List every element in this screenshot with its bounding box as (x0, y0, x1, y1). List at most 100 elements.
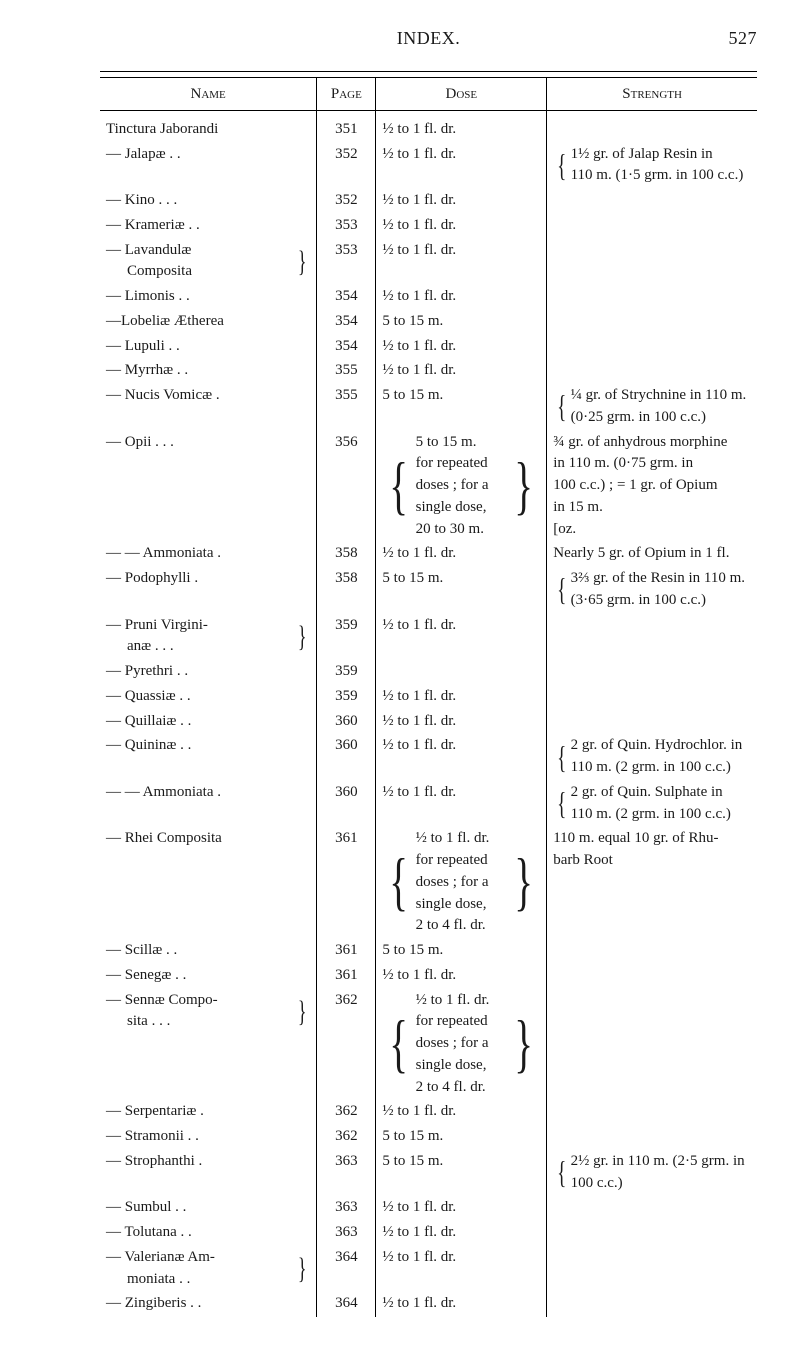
strength-line: in 15 m. (553, 497, 751, 519)
brace-right-glyph: } (514, 853, 534, 912)
name-line-2: Composita (106, 261, 294, 283)
dose-cell: 5 to 15 m. (376, 309, 547, 334)
running-head: INDEX. 527 (100, 28, 757, 49)
table-row: — Tolutana . .363½ to 1 fl. dr. (100, 1221, 757, 1246)
strength-cell (547, 1292, 757, 1317)
dose-cell: 5 to 15 m. (376, 567, 547, 614)
page-cell: 361 (317, 963, 376, 988)
page-cell: 351 (317, 110, 376, 142)
table-row: — Pruni Virgini-anæ . . .}359½ to 1 fl. … (100, 613, 757, 660)
dose-cell: ½ to 1 fl. dr. (376, 1292, 547, 1317)
brace-right-glyph: } (297, 998, 307, 1025)
page-cell: 360 (317, 709, 376, 734)
dose-cell: ½ to 1 fl. dr. (376, 334, 547, 359)
table-body: Tinctura Jaborandi351½ to 1 fl. dr.— Jal… (100, 110, 757, 1316)
dose-brace: {½ to 1 fl. dr.for repeateddoses ; for a… (382, 828, 540, 937)
name-cell: — Sennæ Compo-sita . . .} (100, 988, 317, 1100)
page-cell: 359 (317, 660, 376, 685)
page-cell: 362 (317, 988, 376, 1100)
dose-brace-line: 2 to 4 fl. dr. (416, 915, 507, 937)
strength-line: 1½ gr. of Jalap Resin in (571, 144, 751, 166)
page-cell: 355 (317, 384, 376, 431)
name-cell: — Senegæ . . (100, 963, 317, 988)
brace-left-glyph: { (389, 1015, 409, 1074)
dose-cell: ½ to 1 fl. dr. (376, 189, 547, 214)
page-cell: 361 (317, 939, 376, 964)
table-row: — Limonis . .354½ to 1 fl. dr. (100, 285, 757, 310)
name-cell: — Jalapæ . . (100, 142, 317, 189)
brace-left-glyph: { (557, 151, 567, 180)
strength-line: ¾ gr. of anhydrous morphine (553, 432, 751, 454)
strength-cell (547, 1245, 757, 1292)
name-line-1: — Sennæ Compo- (106, 990, 294, 1012)
dose-cell: ½ to 1 fl. dr. (376, 780, 547, 827)
brace-right-glyph: } (297, 623, 307, 650)
strength-cell (547, 939, 757, 964)
dose-cell: ½ to 1 fl. dr. (376, 684, 547, 709)
strength-line: 2 gr. of Quin. Sulphate in (571, 782, 751, 804)
dose-cell: ½ to 1 fl. dr. (376, 359, 547, 384)
strength-cell (547, 613, 757, 660)
dose-brace-line: single dose, (416, 1055, 507, 1077)
table-row: — Quininæ . .360½ to 1 fl. dr.{2 gr. of … (100, 734, 757, 781)
strength-line: 110 m. equal 10 gr. of Rhu- (553, 828, 751, 850)
strength-cell (547, 359, 757, 384)
name-line-1: — Lavandulæ (106, 240, 294, 262)
strength-line: 3⅔ gr. of the Resin in 110 m. (571, 568, 751, 590)
strength-cell (547, 189, 757, 214)
dose-brace-line: doses ; for a (416, 872, 507, 894)
brace-left-glyph: { (557, 743, 567, 772)
table-row: — Stramonii . .3625 to 15 m. (100, 1125, 757, 1150)
page-cell: 362 (317, 1100, 376, 1125)
name-multiline: — Valerianæ Am-moniata . .} (106, 1247, 310, 1291)
brace-right-glyph: } (514, 457, 534, 516)
dose-cell: ½ to 1 fl. dr. (376, 1100, 547, 1125)
strength-line: ¼ gr. of Strychnine in 110 m. (571, 385, 751, 407)
dose-cell: {½ to 1 fl. dr.for repeateddoses ; for a… (376, 988, 547, 1100)
dose-cell: ½ to 1 fl. dr. (376, 213, 547, 238)
strength-cell: {¼ gr. of Strychnine in 110 m. (0·25 grm… (547, 384, 757, 431)
table-row: — — Ammoniata .360½ to 1 fl. dr.{2 gr. o… (100, 780, 757, 827)
page-cell: 355 (317, 359, 376, 384)
dose-cell: {5 to 15 m.for repeateddoses ; for asing… (376, 430, 547, 542)
strength-cell: Nearly 5 gr. of Opium in 1 fl. (547, 542, 757, 567)
col-header-strength: Strength (547, 78, 757, 111)
table-row: — Senegæ . .361½ to 1 fl. dr. (100, 963, 757, 988)
table-head: Name Page Dose Strength (100, 78, 757, 111)
name-cell: — Strophanthi . (100, 1149, 317, 1196)
dose-cell: ½ to 1 fl. dr. (376, 613, 547, 660)
strength-line: in 110 m. (0·75 grm. in (553, 453, 751, 475)
strength-line: 100 c.c.) ; = 1 gr. of Opium (553, 475, 751, 497)
table-row: — Kino . . .352½ to 1 fl. dr. (100, 189, 757, 214)
page-cell: 353 (317, 238, 376, 285)
page-cell: 359 (317, 684, 376, 709)
page: INDEX. 527 Name Page Dose Strength Tinct… (0, 0, 801, 1357)
col-header-page: Page (317, 78, 376, 111)
name-cell: — Pyrethri . . (100, 660, 317, 685)
strength-brace: {2 gr. of Quin. Hydrochlor. in 110 m. (2… (553, 735, 751, 779)
dose-brace-line: for repeated (416, 1011, 507, 1033)
header-row: Name Page Dose Strength (100, 78, 757, 111)
brace-left-glyph: { (557, 392, 567, 421)
strength-line: 110 m. (2 grm. in 100 c.c.) (571, 804, 751, 826)
brace-left-glyph: { (389, 853, 409, 912)
strength-brace: {3⅔ gr. of the Resin in 110 m. (3·65 grm… (553, 568, 751, 612)
page-cell: 354 (317, 309, 376, 334)
brace-right-glyph: } (297, 1255, 307, 1282)
page-cell: 360 (317, 734, 376, 781)
page-cell: 363 (317, 1196, 376, 1221)
strength-brace: {2½ gr. in 110 m. (2·5 grm. in 100 c.c.) (553, 1151, 751, 1195)
strength-line: 2½ gr. in 110 m. (2·5 grm. in (571, 1151, 751, 1173)
strength-cell (547, 684, 757, 709)
strength-cell (547, 334, 757, 359)
table-row: — — Ammoniata .358½ to 1 fl. dr.Nearly 5… (100, 542, 757, 567)
dose-cell: 5 to 15 m. (376, 939, 547, 964)
strength-line: 110 m. (1·5 grm. in 100 c.c.) (571, 165, 751, 187)
page-cell: 358 (317, 542, 376, 567)
name-line-1: — Pruni Virgini- (106, 615, 294, 637)
strength-cell (547, 660, 757, 685)
page-cell: 362 (317, 1125, 376, 1150)
brace-left-glyph: { (389, 457, 409, 516)
page-cell: 363 (317, 1149, 376, 1196)
strength-cell (547, 988, 757, 1100)
